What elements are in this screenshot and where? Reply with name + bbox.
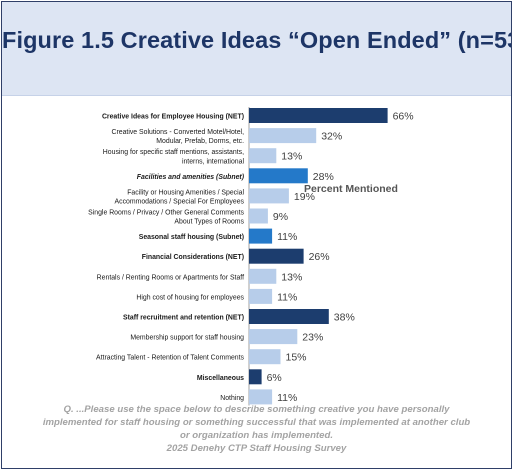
title-banner: Figure 1.5 Creative Ideas “Open Ended” (… <box>2 2 511 95</box>
bar-2 <box>249 128 317 144</box>
bar-12 <box>249 329 298 345</box>
data-label-14: 6% <box>267 372 282 384</box>
bar-8 <box>249 248 304 264</box>
data-label-11: 38% <box>334 312 355 324</box>
category-label-9: Rentals / Renting Rooms or Apartments fo… <box>97 274 244 281</box>
data-label-4: 28% <box>313 171 334 183</box>
data-label-15: 11% <box>277 392 297 404</box>
footnote-source: 2025 Denehy CTP Staff Housing Survey <box>166 443 347 454</box>
category-label-6: Single Rooms / Privacy / Other General C… <box>88 209 244 225</box>
footnote-question-line-1: Q. ...Please use the space below to desc… <box>63 404 450 415</box>
data-label-1: 66% <box>393 111 414 123</box>
bar-5 <box>249 188 289 204</box>
bar-4 <box>249 168 308 184</box>
bar-chart: 66% Creative Ideas for Employee Housing (… <box>88 107 414 406</box>
category-label-14: Miscellaneous <box>197 375 244 382</box>
data-label-12: 23% <box>302 332 323 344</box>
category-label-5: Facility or Housing Amenities / Special A… <box>115 189 245 205</box>
category-label-4: Facilities and amenities (Subnet) <box>137 174 245 181</box>
data-label-5: 19% <box>294 191 315 203</box>
data-label-6: 9% <box>273 211 288 223</box>
data-label-3: 13% <box>281 151 302 163</box>
data-label-9: 13% <box>281 271 302 283</box>
data-label-8: 26% <box>309 251 330 263</box>
legend-label: Percent Mentioned <box>304 183 398 195</box>
bar-9 <box>249 268 277 284</box>
data-label-7: 11% <box>277 231 297 243</box>
category-label-8: Financial Considerations (NET) <box>142 254 244 261</box>
bar-3 <box>249 148 277 164</box>
footnote-question-line-3: or organization has implemented. <box>180 430 333 441</box>
data-label-2: 32% <box>321 131 342 143</box>
category-label-11: Staff recruitment and retention (NET) <box>123 315 244 322</box>
category-label-15: Nothing <box>220 395 244 402</box>
figure-title: Figure 1.5 Creative Ideas “Open Ended” (… <box>2 27 512 53</box>
bar-7 <box>249 228 273 244</box>
category-label-12: Membership support for staff housing <box>130 335 244 342</box>
category-label-13: Attracting Talent - Retention of Talent … <box>96 355 245 362</box>
data-label-10: 11% <box>277 291 297 303</box>
category-label-3: Housing for specific staff mentions, ass… <box>103 149 245 165</box>
category-label-2: Creative Solutions - Converted Motel/Hot… <box>111 129 244 145</box>
chart-panel: 66% Creative Ideas for Employee Housing (… <box>2 95 511 468</box>
bar-13 <box>249 349 281 365</box>
category-label-10: High cost of housing for employees <box>136 294 244 301</box>
bar-1 <box>249 108 388 123</box>
bar-14 <box>249 369 262 385</box>
data-label-13: 15% <box>286 352 307 364</box>
bar-15 <box>249 389 273 405</box>
category-label-7: Seasonal staff housing (Subnet) <box>139 234 244 241</box>
category-label-1: Creative Ideas for Employee Housing (NET… <box>102 114 244 121</box>
bar-10 <box>249 288 273 304</box>
footnote: Q. ...Please use the space below to desc… <box>2 403 511 455</box>
footnote-question-line-2: implemented for staff housing or somethi… <box>42 417 471 428</box>
bar-6 <box>249 208 268 224</box>
bar-11 <box>249 309 329 324</box>
